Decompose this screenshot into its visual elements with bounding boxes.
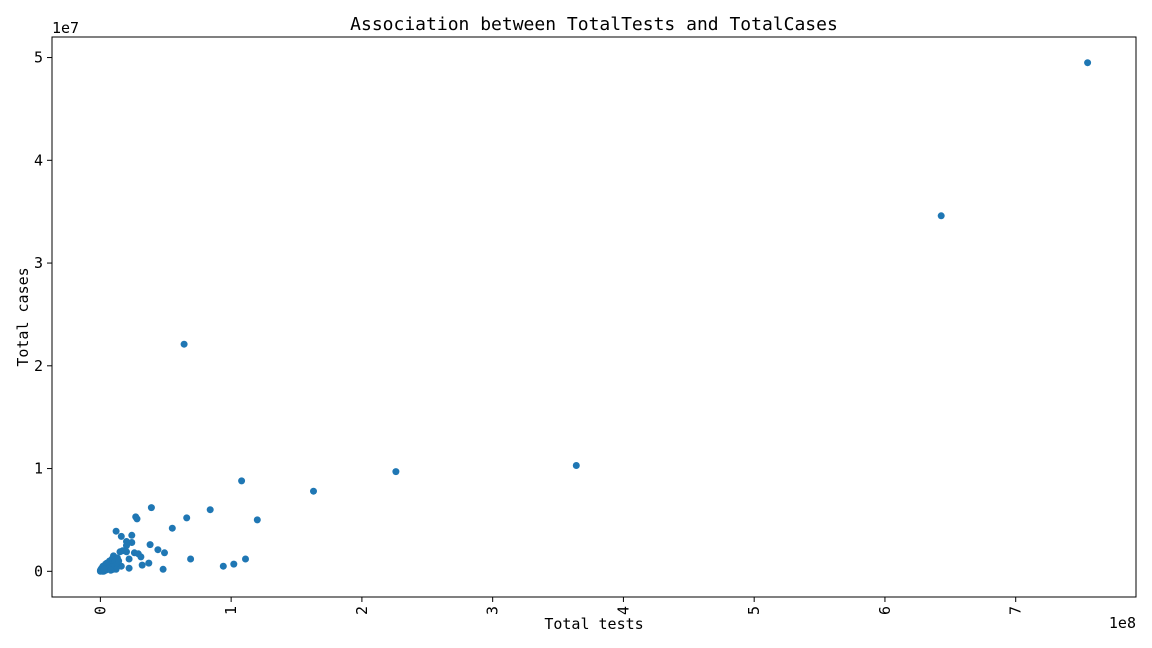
- data-point: [116, 548, 124, 556]
- x-tick-label: 5: [745, 606, 763, 615]
- data-point: [137, 553, 145, 561]
- x-tick-label: 3: [484, 606, 502, 615]
- data-point: [128, 539, 136, 546]
- data-point: [112, 527, 120, 535]
- plot-background: [52, 37, 1136, 597]
- x-tick-label: 6: [876, 606, 894, 615]
- data-point: [125, 564, 133, 572]
- x-tick-label: 7: [1007, 606, 1025, 615]
- data-point: [123, 548, 130, 556]
- data-point: [117, 562, 125, 570]
- y-axis-label: Total cases: [14, 267, 32, 366]
- data-point: [100, 565, 108, 573]
- y-tick-label: 1: [34, 460, 43, 478]
- data-point: [206, 506, 214, 514]
- y-offset-label: 1e7: [52, 19, 79, 37]
- data-point: [238, 477, 246, 485]
- data-point: [123, 542, 130, 550]
- y-tick-label: 2: [34, 357, 43, 375]
- data-point: [128, 531, 136, 539]
- data-point: [133, 515, 141, 523]
- data-point: [138, 561, 146, 569]
- y-tick-label: 3: [34, 254, 43, 272]
- data-point: [159, 565, 167, 573]
- x-tick-label: 2: [353, 606, 371, 615]
- y-tick-label: 0: [34, 562, 43, 580]
- data-point: [147, 504, 155, 512]
- x-offset-label: 1e8: [1109, 614, 1136, 632]
- x-ticks: 0 1 2 3 4 5 6 7: [91, 597, 1025, 615]
- data-point: [183, 514, 191, 522]
- x-axis-label: Total tests: [544, 615, 643, 633]
- data-point: [107, 566, 115, 574]
- data-point: [253, 516, 261, 524]
- y-ticks: 0 1 2 3 4 5: [34, 49, 52, 580]
- data-point: [392, 468, 400, 476]
- data-point: [310, 487, 317, 495]
- data-point: [145, 559, 153, 567]
- data-point: [125, 555, 133, 563]
- data-point: [146, 541, 154, 549]
- data-point: [219, 562, 227, 570]
- x-tick-label: 4: [614, 606, 632, 615]
- chart-title: Association between TotalTests and Total…: [350, 14, 838, 35]
- y-tick-label: 5: [34, 49, 43, 67]
- points-layer: [96, 59, 1092, 575]
- data-point: [115, 557, 123, 565]
- data-point: [180, 340, 188, 348]
- data-point: [230, 560, 238, 568]
- data-point: [572, 462, 580, 469]
- data-point: [117, 532, 125, 540]
- data-point: [112, 565, 120, 573]
- data-point: [242, 555, 249, 563]
- data-point: [161, 549, 168, 557]
- data-point: [187, 555, 195, 563]
- data-point: [1084, 59, 1092, 67]
- data-point: [937, 212, 945, 220]
- y-tick-label: 4: [34, 151, 43, 169]
- plot-frame: [51, 36, 1137, 598]
- data-point: [154, 546, 162, 554]
- x-tick-label: 1: [222, 606, 240, 615]
- x-tick-label: 0: [91, 606, 109, 615]
- data-point: [168, 524, 176, 532]
